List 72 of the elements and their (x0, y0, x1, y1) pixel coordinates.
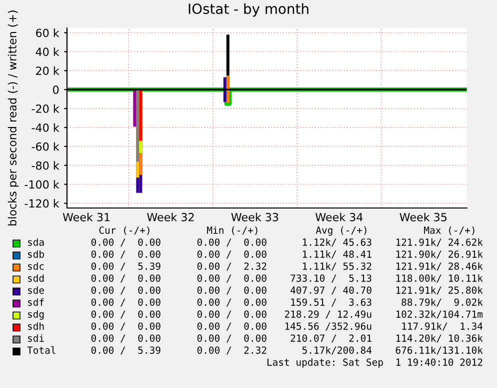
chart-title: IOstat - by month (188, 3, 308, 17)
legend-label: sdb (28, 250, 44, 258)
x-tick-label: Week 33 (231, 212, 278, 222)
text: 0.00 / 0.00 (91, 298, 160, 307)
text: 159.51 / 3.63 (291, 298, 372, 307)
legend-label: sde (28, 286, 44, 294)
text: 0.00 / 0.00 (197, 238, 266, 247)
x-tick-label: Week 32 (147, 212, 194, 222)
legend-label: sdg (28, 310, 44, 320)
text: 1.11k/ 55.32 (302, 262, 372, 271)
text: 407.97 / 40.70 (290, 286, 372, 295)
text: 0.00 / 0.00 (91, 286, 160, 295)
text: 0.00 / 5.39 (91, 346, 160, 355)
legend-label: sdh (28, 322, 44, 330)
text: 118.00k/ 10.11k (396, 274, 483, 283)
y-tick-label: -40 k (32, 123, 60, 132)
y-tick-label: -20 k (32, 104, 60, 113)
text: 0.00 / 0.00 (91, 274, 160, 283)
text: 0.00 / 0.00 (197, 286, 266, 295)
y-tick-label: 0 (53, 86, 59, 94)
y-tick-label: 40 k (36, 47, 60, 56)
text: 0.00 / 2.32 (197, 262, 266, 271)
text: 145.56 /352.96u (285, 322, 372, 331)
text: 0.00 / 5.39 (91, 262, 160, 271)
y-tick-label: 20 k (36, 66, 60, 76)
text: 1.12k/ 45.63 (302, 238, 372, 247)
text: 5.17k/200.84 (302, 346, 372, 355)
x-tick-label: Week 35 (400, 212, 446, 222)
text: 88.79k/ 9.02k (402, 298, 483, 307)
y-axis-title: blocks per second read (-) / written (+) (8, 10, 19, 226)
text: 121.91k/ 25.80k (396, 286, 483, 295)
y-tick-label: -120 k (24, 199, 60, 208)
text: Cur (-/+) (99, 226, 150, 235)
text: 117.91k/ 1.34 (402, 322, 483, 331)
text: 0.00 / 0.00 (197, 310, 266, 319)
y-tick-label: 60 k (36, 28, 60, 38)
text: 0.00 / 0.00 (197, 250, 266, 259)
text: 102.32k/104.71m (396, 310, 483, 319)
legend-label: sdf (28, 298, 44, 306)
text: 676.11k/131.10k (396, 346, 483, 355)
text: 0.00 / 0.00 (197, 322, 266, 331)
text: Avg (-/+) (316, 226, 366, 236)
legend-label: Total (27, 346, 56, 354)
text: Max (-/+) (424, 226, 474, 235)
y-tick-label: -60 k (32, 142, 60, 151)
text: Min (-/+) (207, 226, 258, 235)
text: 121.91k/ 28.46k (396, 262, 483, 271)
text: 1.11k/ 48.41 (302, 250, 372, 259)
text: 0.00 / 0.00 (91, 250, 160, 259)
text: 0.00 / 0.00 (91, 238, 160, 247)
y-tick-label: -100 k (24, 180, 60, 189)
text: 210.07 / 2.01 (290, 334, 372, 343)
text: 218.29 / 12.49u (284, 310, 372, 319)
text: 0.00 / 0.00 (197, 298, 266, 307)
legend-label: sdc (28, 262, 44, 270)
x-tick-label: Week 31 (62, 212, 110, 222)
text: 733.10 / 5.13 (290, 274, 372, 283)
text: 0.00 / 0.00 (91, 310, 160, 319)
legend-label: sdd (28, 274, 44, 282)
text: 0.00 / 0.00 (197, 274, 266, 283)
y-tick-label: -80 k (32, 161, 60, 170)
text: 121.91k/ 24.62k (396, 238, 483, 247)
text: Last update: Sat Sep 1 19:40:10 2012 (267, 358, 482, 368)
legend-label: sda (28, 238, 44, 246)
text: 0.00 / 0.00 (91, 322, 160, 331)
text: 0.00 / 2.32 (197, 346, 266, 355)
text: 0.00 / 0.00 (91, 334, 160, 343)
text: 114.20k/ 10.36k (396, 334, 483, 343)
legend-label: sdi (28, 334, 44, 342)
x-tick-label: Week 34 (315, 212, 363, 222)
text: 0.00 / 0.00 (197, 334, 266, 343)
text: 121.90k/ 26.91k (396, 250, 483, 259)
